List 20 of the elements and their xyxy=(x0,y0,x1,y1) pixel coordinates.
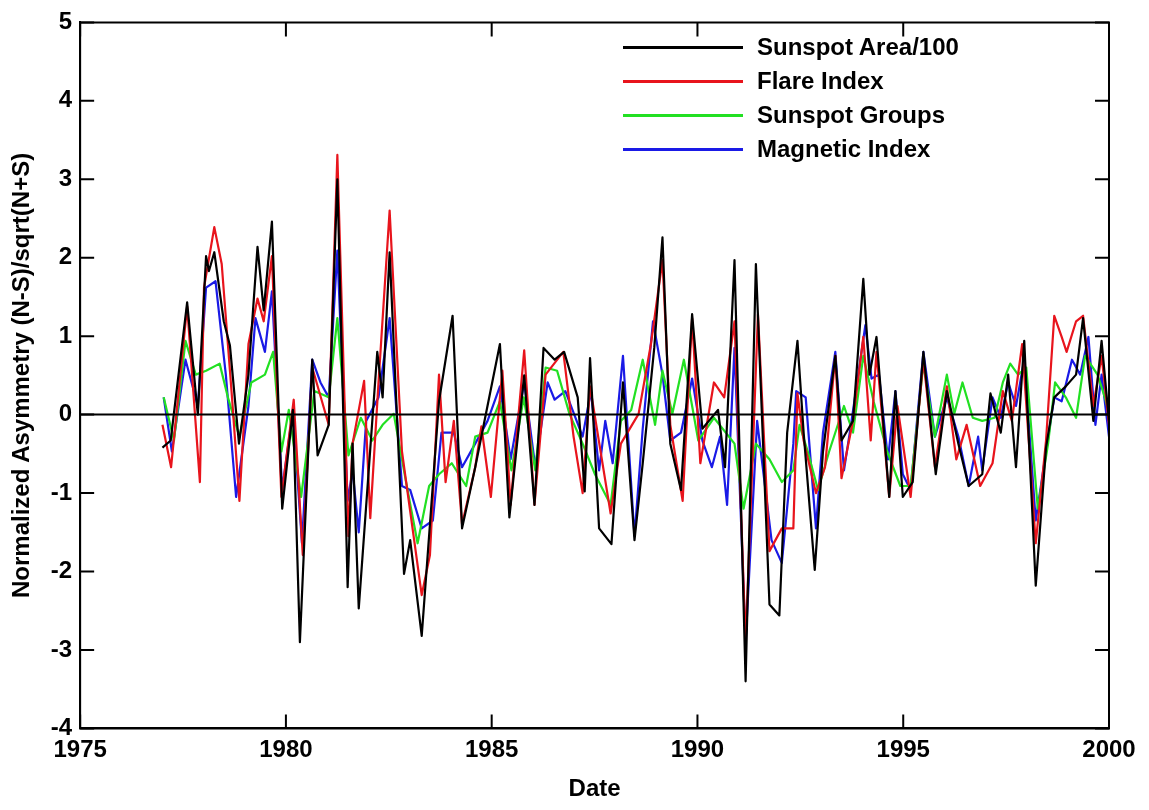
y-tick-label: 4 xyxy=(58,85,73,113)
y-tick-label: -3 xyxy=(50,634,73,662)
y-tick-label: 0 xyxy=(58,399,73,427)
y-tick-label: 2 xyxy=(58,242,73,270)
legend-label: Sunspot Groups xyxy=(757,100,945,131)
legend-label: Flare Index xyxy=(757,66,884,97)
y-tick-label: -1 xyxy=(50,477,73,505)
x-tick-label: 1985 xyxy=(464,735,519,763)
y-tick-label: 5 xyxy=(58,7,73,35)
x-tick-label: 1990 xyxy=(670,735,725,763)
x-axis-title: Date xyxy=(568,774,621,802)
y-tick-label: -2 xyxy=(50,556,73,584)
legend-label: Magnetic Index xyxy=(757,134,931,165)
x-tick-label: 1980 xyxy=(259,735,313,763)
y-tick-label: 1 xyxy=(58,320,73,348)
legend-label: Sunspot Area/100 xyxy=(757,32,959,63)
x-tick-label: 1995 xyxy=(876,735,930,763)
x-tick-label: 2000 xyxy=(1082,735,1136,763)
y-tick-label: 3 xyxy=(58,163,73,191)
y-axis-title: Normalized Asymmetry (N-S)/sqrt(N+S) xyxy=(7,152,35,599)
